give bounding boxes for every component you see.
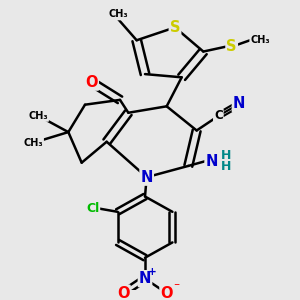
Text: C: C [214, 110, 223, 122]
Text: N: N [139, 271, 151, 286]
Text: CH₃: CH₃ [109, 10, 128, 20]
Text: ⁻: ⁻ [173, 281, 179, 294]
Text: Cl: Cl [86, 202, 99, 215]
Text: S: S [170, 20, 180, 35]
Text: H: H [220, 160, 231, 173]
Text: O: O [160, 286, 173, 300]
Text: H: H [220, 149, 231, 162]
Text: S: S [226, 39, 237, 54]
Text: CH₃: CH₃ [23, 138, 43, 148]
Text: N: N [140, 170, 153, 185]
Text: N: N [233, 96, 245, 111]
Text: N: N [206, 154, 218, 169]
Text: O: O [85, 75, 98, 90]
Text: CH₃: CH₃ [28, 111, 48, 121]
Text: O: O [117, 286, 130, 300]
Text: CH₃: CH₃ [250, 35, 270, 45]
Text: +: + [148, 267, 157, 277]
